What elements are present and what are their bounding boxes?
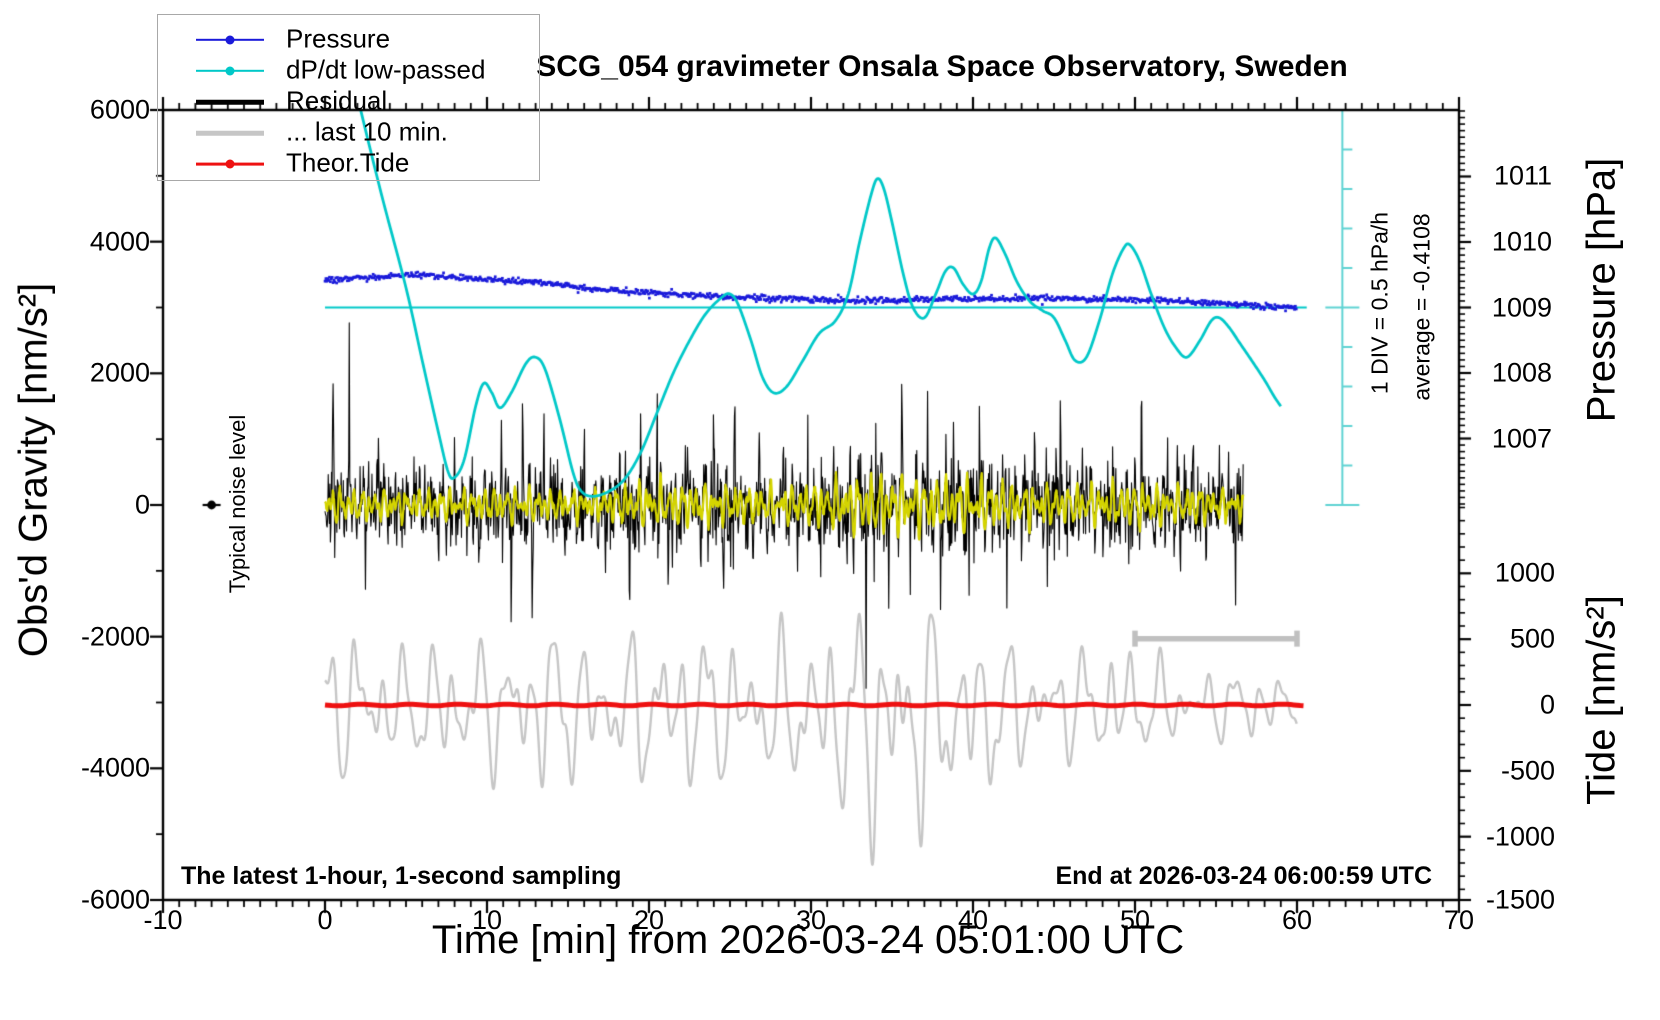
- pressure-tick-label: 1007: [1491, 423, 1552, 453]
- page-title: SCG_054 gravimeter Onsala Space Observat…: [536, 50, 1348, 83]
- x-tick-label: 30: [795, 905, 827, 935]
- gravity-tick-label: 0: [134, 489, 150, 520]
- x-tick-label: 60: [1281, 905, 1313, 935]
- x-tick-label: -10: [143, 905, 183, 935]
- legend-dot-marker: [225, 159, 235, 169]
- legend-label: Pressure: [286, 23, 391, 54]
- gravity-tick-label: 6000: [89, 94, 150, 125]
- tide-tick-label: 1000: [1494, 557, 1555, 588]
- div-scale-annotation: 1 DIV = 0.5 hPa/h: [1366, 211, 1393, 395]
- tide-axis-title: Tide [nm/s²]: [1579, 595, 1624, 805]
- pressure-tick-label: 1008: [1491, 357, 1552, 388]
- pressure-tick-label: 1011: [1493, 160, 1552, 191]
- gravity-tick-label: 4000: [89, 226, 150, 257]
- noise-level-annotation: Typical noise level: [225, 414, 250, 594]
- x-tick-label: 40: [957, 905, 989, 935]
- x-tick-label: 70: [1443, 905, 1475, 935]
- gravity-tick-label: -2000: [80, 621, 150, 652]
- legend-dot-marker: [225, 66, 235, 76]
- pressure-axis-title: Pressure [hPa]: [1579, 157, 1624, 423]
- x-tick-label: 20: [633, 905, 665, 935]
- gravity-tick-label: 2000: [89, 357, 150, 388]
- legend-label: dP/dt low-passed: [286, 54, 486, 85]
- legend-line-swatch: [196, 99, 264, 105]
- x-tick-label: 0: [317, 905, 333, 935]
- x-tick-label: 10: [471, 905, 503, 935]
- legend-line-swatch: [196, 130, 264, 136]
- x-tick-label: 50: [1119, 905, 1151, 935]
- legend: Pressure dP/dt low-passed Residual... last…: [157, 14, 540, 181]
- left-axis-title: Obs'd Gravity [nm/s²]: [11, 282, 56, 658]
- pressure-tick-label: 1010: [1491, 226, 1552, 257]
- end-time-note: End at 2026-03-24 06:00:59 UTC: [1055, 862, 1432, 890]
- legend-dot-marker: [225, 35, 235, 45]
- pressure-tick-label: 1009: [1491, 292, 1552, 322]
- tide-tick-label: 500: [1509, 623, 1555, 654]
- tide-tick-label: -1500: [1485, 884, 1555, 915]
- average-annotation: average = -0.4108: [1408, 213, 1435, 401]
- legend-label: Residual: [286, 85, 388, 116]
- tide-tick-label: -500: [1500, 755, 1555, 786]
- legend-label: ... last 10 min.: [286, 116, 448, 147]
- tide-tick-label: -1000: [1485, 821, 1555, 852]
- legend-label: Theor.Tide: [286, 147, 410, 178]
- gravity-tick-label: -4000: [80, 752, 150, 783]
- x-axis-title: Time [min] from 2026-03-24 05:01:00 UTC: [431, 918, 1185, 962]
- tide-tick-label: 0: [1539, 689, 1555, 720]
- sampling-note: The latest 1-hour, 1-second sampling: [181, 862, 622, 890]
- gravity-tick-label: -6000: [80, 884, 150, 915]
